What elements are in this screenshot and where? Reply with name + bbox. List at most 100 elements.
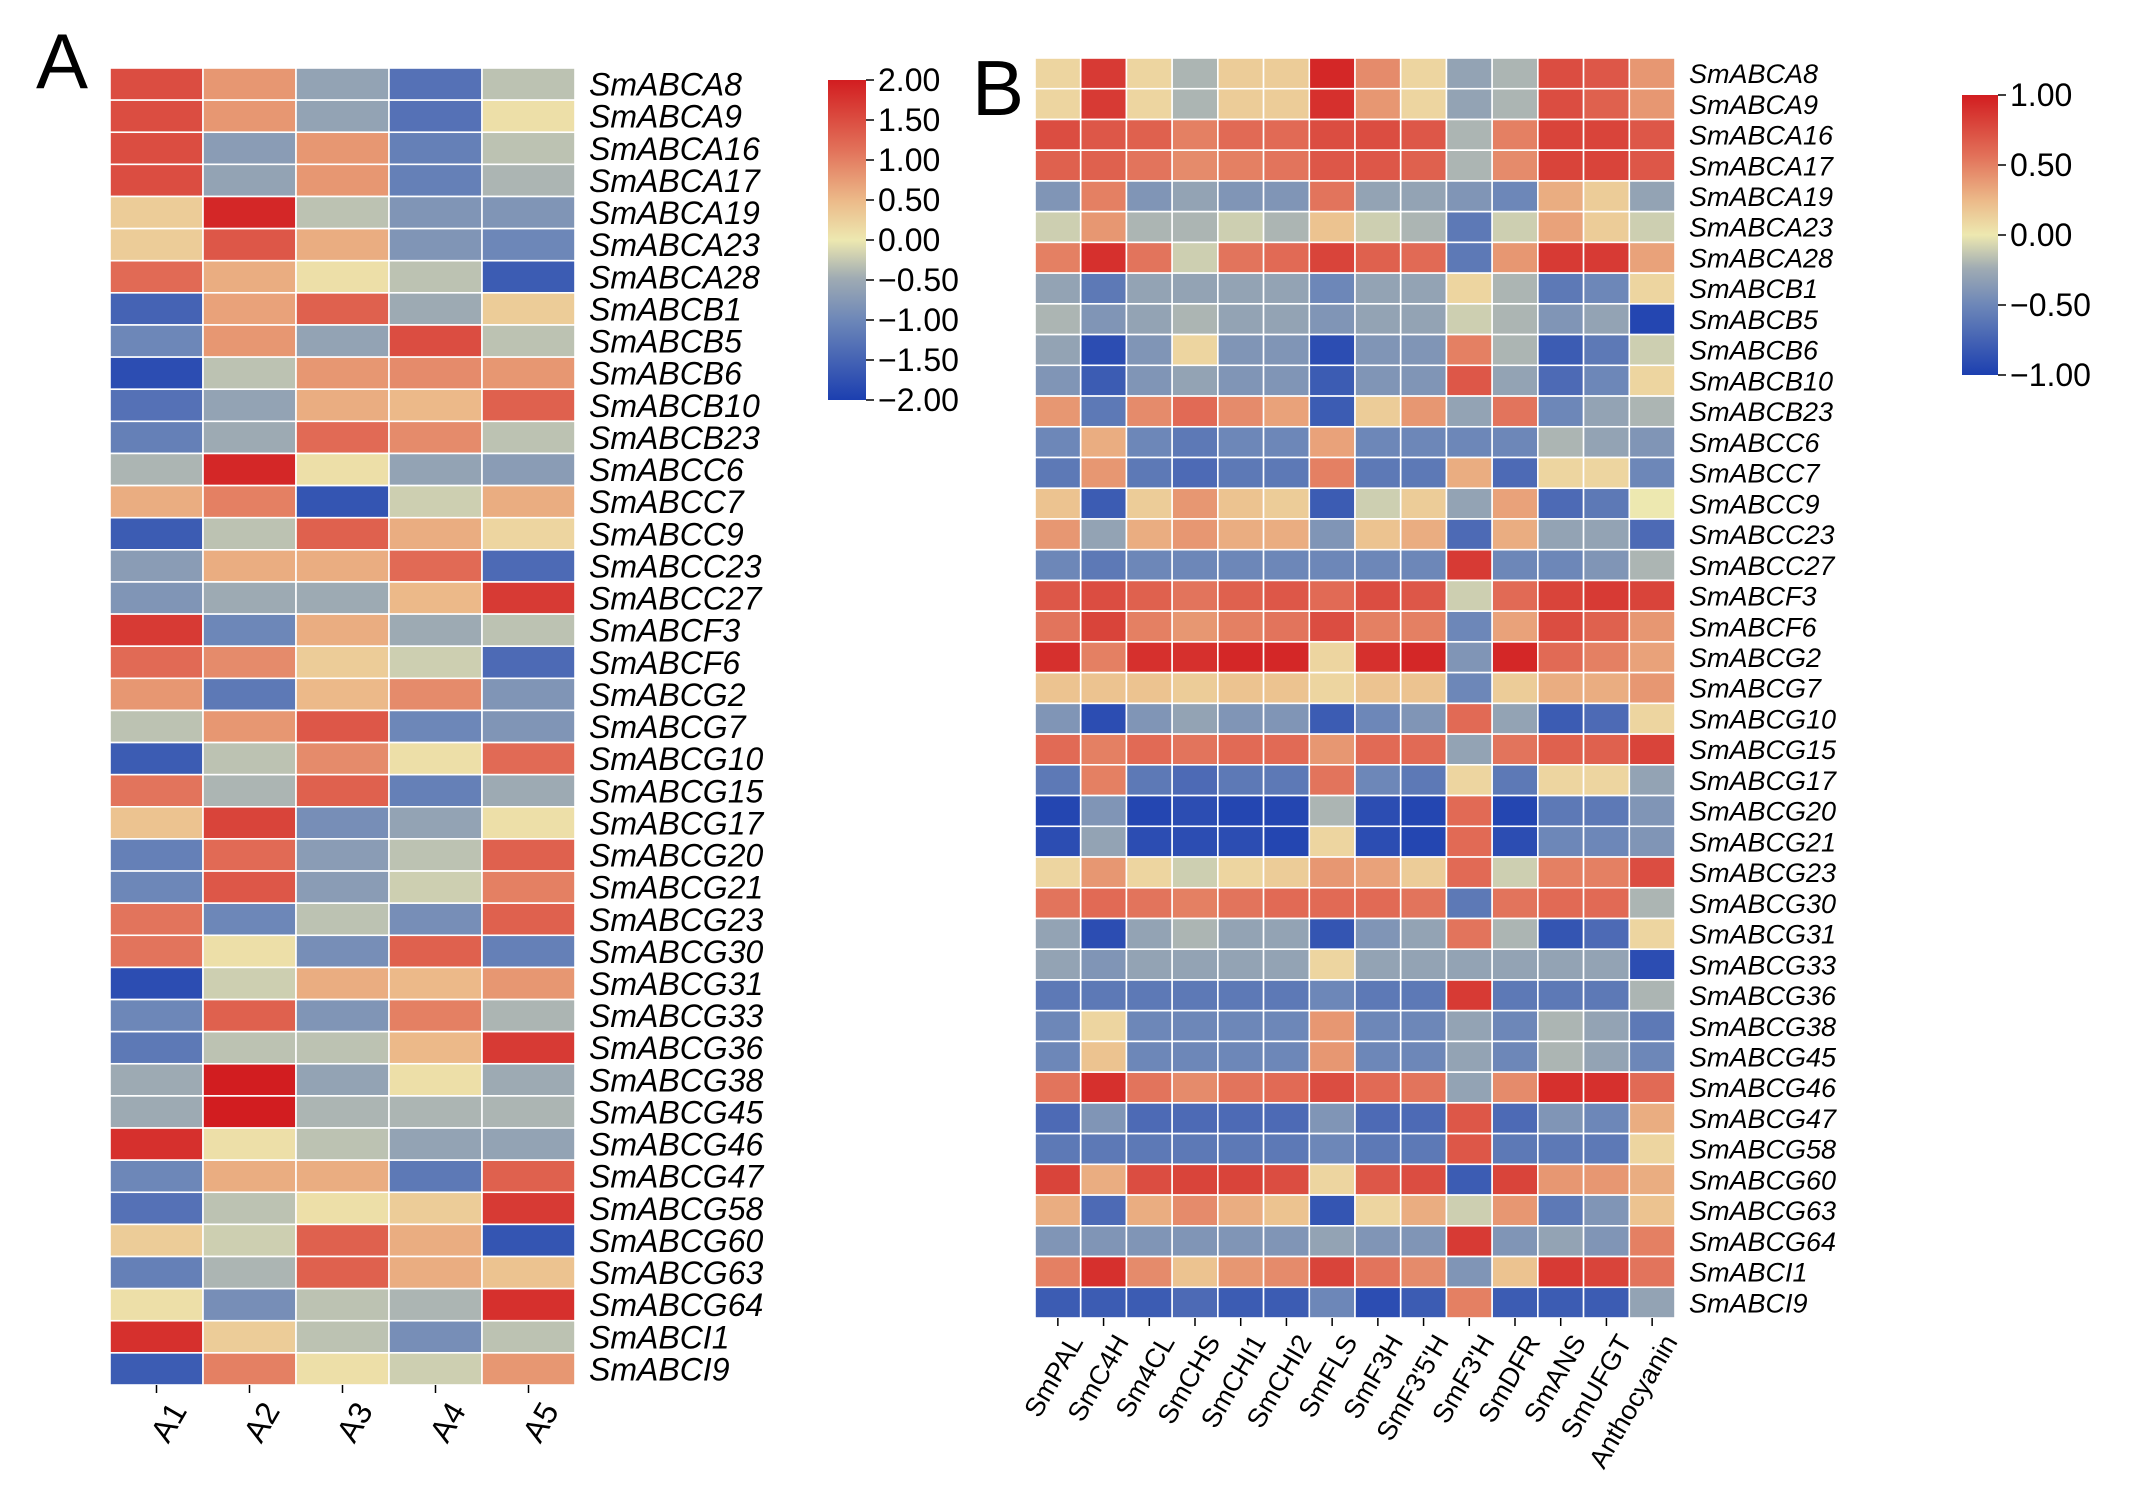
heatmap-cell bbox=[295, 998, 390, 1033]
heatmap-cell bbox=[1628, 1194, 1676, 1227]
heatmap-cell bbox=[1125, 518, 1173, 551]
heatmap-cell bbox=[295, 1159, 390, 1194]
heatmap-cell bbox=[1491, 702, 1539, 735]
heatmap-cell bbox=[388, 388, 483, 423]
heatmap-cell bbox=[1079, 1102, 1128, 1135]
heatmap-cell bbox=[1445, 87, 1493, 121]
heatmap-cell bbox=[1125, 1071, 1173, 1104]
heatmap-cell bbox=[1262, 241, 1311, 274]
heatmap-cell bbox=[295, 292, 390, 326]
heatmap-cell bbox=[1079, 180, 1128, 213]
row-label: SmABCG2 bbox=[1689, 643, 1821, 673]
heatmap-cell bbox=[388, 773, 483, 808]
heatmap-cell bbox=[1491, 979, 1539, 1012]
heatmap-cell bbox=[295, 1319, 390, 1354]
row-label: SmABCG33 bbox=[589, 998, 763, 1034]
heatmap-cell bbox=[1445, 241, 1493, 274]
heatmap-cell bbox=[481, 709, 576, 744]
row-label: SmABCG21 bbox=[589, 870, 763, 906]
heatmap-cell bbox=[109, 99, 204, 134]
heatmap-cell bbox=[109, 1095, 204, 1129]
heatmap-cell bbox=[1582, 57, 1631, 90]
heatmap-b: SmABCA8SmABCA9SmABCA16SmABCA17SmABCA19Sm… bbox=[1018, 57, 1837, 1473]
heatmap-cell bbox=[1079, 579, 1128, 612]
heatmap-cell bbox=[109, 227, 204, 262]
heatmap-cell bbox=[1171, 579, 1219, 612]
heatmap-cell bbox=[1582, 487, 1631, 520]
heatmap-cell bbox=[295, 420, 390, 455]
heatmap-cell bbox=[1034, 794, 1082, 828]
heatmap-cell bbox=[1308, 364, 1356, 397]
row-label: SmABCI9 bbox=[589, 1351, 730, 1387]
heatmap-cell bbox=[1445, 856, 1493, 889]
heatmap-cell bbox=[295, 902, 390, 937]
heatmap-cell bbox=[1354, 1040, 1402, 1073]
heatmap-cell bbox=[481, 1191, 576, 1226]
heatmap-cell bbox=[1491, 180, 1539, 213]
heatmap-cell bbox=[481, 581, 576, 615]
row-label: SmABCG46 bbox=[1689, 1073, 1837, 1103]
heatmap-cell bbox=[1628, 425, 1676, 459]
row-label: SmABCB23 bbox=[589, 420, 760, 456]
colorbar-tick-label: −0.50 bbox=[2010, 287, 2091, 323]
heatmap-cell bbox=[1079, 303, 1128, 336]
heatmap-cell bbox=[1034, 1286, 1082, 1319]
heatmap-cell bbox=[1628, 610, 1676, 643]
heatmap-cell bbox=[481, 1159, 576, 1194]
heatmap-cell bbox=[1125, 641, 1173, 674]
heatmap-cell bbox=[109, 934, 204, 969]
heatmap-cell bbox=[388, 1159, 483, 1194]
heatmap-cell bbox=[202, 741, 297, 776]
heatmap-cell bbox=[1491, 487, 1539, 520]
heatmap-cell bbox=[109, 324, 204, 358]
heatmap-cell bbox=[1537, 425, 1585, 459]
heatmap-cell bbox=[1399, 856, 1448, 889]
heatmap-cell bbox=[1262, 1163, 1311, 1196]
heatmap-cell bbox=[295, 645, 390, 680]
heatmap-cell bbox=[1217, 1009, 1265, 1043]
heatmap-cell bbox=[1079, 149, 1128, 182]
heatmap-cell bbox=[1034, 702, 1082, 735]
heatmap-cell bbox=[1445, 794, 1493, 828]
heatmap-cell bbox=[1582, 764, 1631, 797]
heatmap-cell bbox=[109, 259, 204, 294]
heatmap-cell bbox=[1217, 610, 1265, 643]
heatmap-cell bbox=[1537, 1163, 1585, 1196]
heatmap-cell bbox=[1582, 1286, 1631, 1319]
heatmap-cell bbox=[1537, 272, 1585, 305]
heatmap-cell bbox=[1079, 425, 1128, 459]
row-label: SmABCG60 bbox=[589, 1223, 763, 1259]
heatmap-cell bbox=[388, 1255, 483, 1290]
heatmap-cell bbox=[1171, 395, 1219, 428]
heatmap-cell bbox=[1628, 794, 1676, 828]
heatmap-cell bbox=[481, 645, 576, 680]
heatmap-cell bbox=[109, 1159, 204, 1194]
heatmap-cell bbox=[295, 870, 390, 904]
heatmap-cell bbox=[202, 1062, 297, 1097]
heatmap-cell bbox=[1079, 1194, 1128, 1227]
heatmap-cell bbox=[1537, 1255, 1585, 1289]
heatmap-cell bbox=[1308, 180, 1356, 213]
heatmap-cell bbox=[1628, 825, 1676, 858]
heatmap-cell bbox=[1582, 1040, 1631, 1073]
row-label: SmABCG58 bbox=[589, 1191, 763, 1227]
heatmap-cell bbox=[1308, 1286, 1356, 1319]
heatmap-cell bbox=[1171, 856, 1219, 889]
heatmap-cell bbox=[1308, 825, 1356, 858]
heatmap-cell bbox=[1217, 57, 1265, 90]
heatmap-cell bbox=[1217, 794, 1265, 828]
heatmap-cell bbox=[1308, 210, 1356, 244]
heatmap-cell bbox=[1079, 456, 1128, 490]
heatmap-cell bbox=[1354, 210, 1402, 244]
heatmap-cell bbox=[1354, 118, 1402, 151]
heatmap-cell bbox=[1445, 733, 1493, 766]
heatmap-cell bbox=[202, 549, 297, 583]
heatmap-cell bbox=[1125, 794, 1173, 828]
heatmap-cell bbox=[481, 516, 576, 551]
heatmap-cell bbox=[1445, 487, 1493, 520]
heatmap-cell bbox=[1582, 1255, 1631, 1289]
row-label: SmABCG30 bbox=[589, 934, 763, 970]
heatmap-cell bbox=[1491, 425, 1539, 459]
heatmap-cell bbox=[388, 1062, 483, 1097]
heatmap-cell bbox=[1171, 702, 1219, 735]
